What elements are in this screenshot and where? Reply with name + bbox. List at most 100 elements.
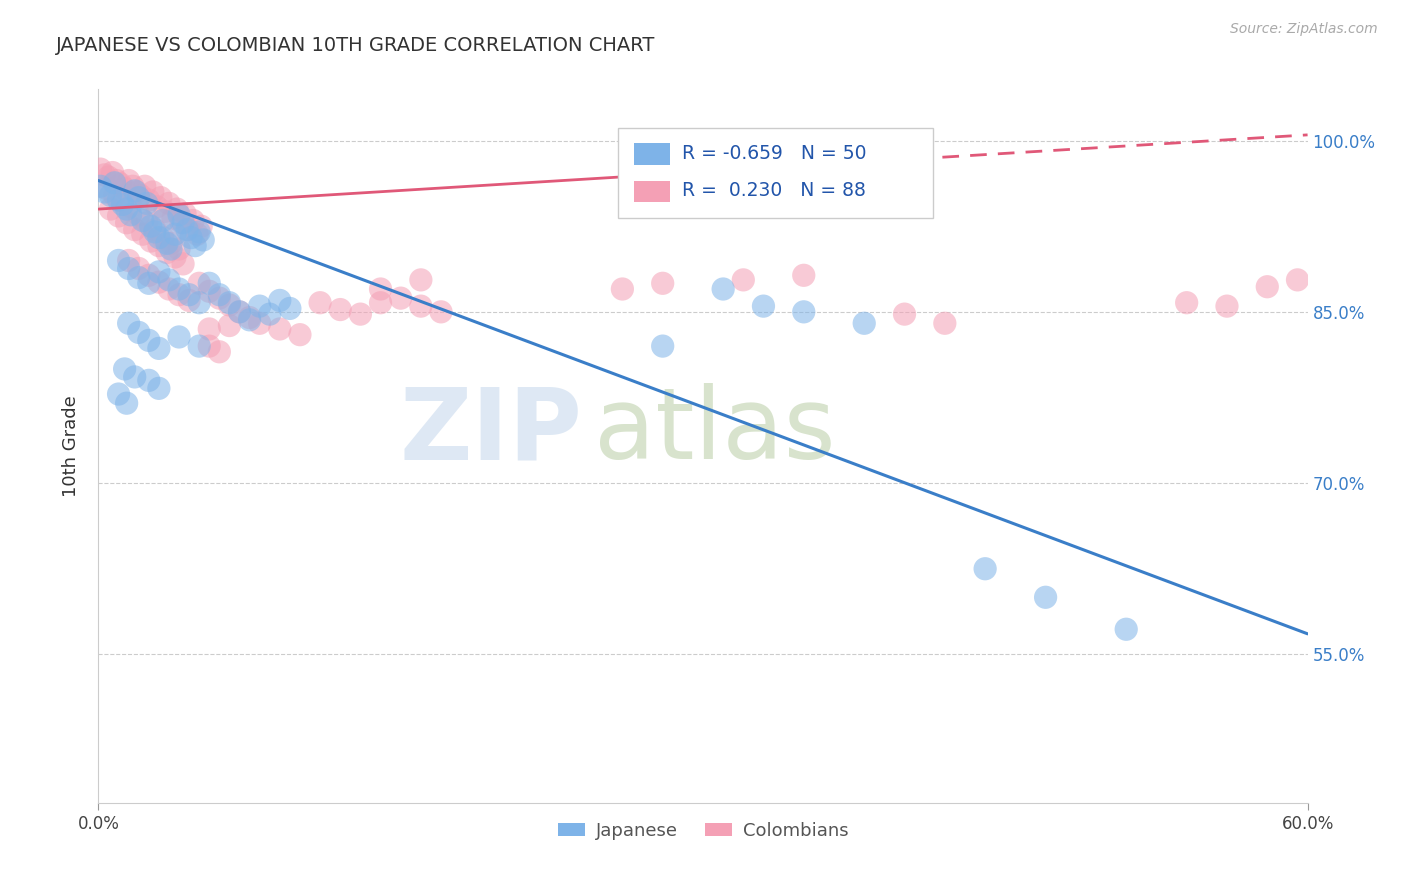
Point	[239, 313, 262, 327]
Point	[180, 230, 202, 244]
Point	[107, 209, 129, 223]
Point	[1175, 295, 1198, 310]
Point	[167, 282, 190, 296]
Point	[152, 230, 174, 244]
Point	[138, 373, 160, 387]
Point	[186, 227, 208, 242]
Point	[1256, 279, 1278, 293]
Point	[793, 268, 815, 283]
Point	[974, 562, 997, 576]
Point	[188, 277, 211, 291]
Point	[157, 196, 180, 211]
Point	[121, 179, 143, 194]
Point	[389, 291, 412, 305]
Point	[107, 387, 129, 401]
Point	[162, 211, 184, 226]
Bar	[634, 144, 671, 165]
Point	[228, 305, 250, 319]
Point	[179, 287, 201, 301]
Point	[146, 200, 169, 214]
Text: ZIP: ZIP	[399, 384, 582, 480]
Point	[156, 245, 179, 260]
Point	[160, 242, 183, 256]
Point	[218, 298, 240, 312]
Point	[124, 370, 146, 384]
Point	[228, 305, 250, 319]
Point	[793, 305, 815, 319]
Point	[148, 342, 170, 356]
Point	[97, 170, 120, 185]
Point	[138, 268, 160, 283]
Point	[118, 261, 141, 276]
Point	[111, 197, 134, 211]
Point	[124, 222, 146, 236]
Point	[193, 233, 215, 247]
Point	[278, 301, 301, 316]
Point	[184, 238, 207, 252]
Point	[118, 173, 141, 187]
Point	[157, 282, 180, 296]
Point	[110, 177, 132, 191]
Point	[612, 282, 634, 296]
Point	[132, 213, 155, 227]
Point	[115, 216, 138, 230]
Point	[370, 295, 392, 310]
Point	[134, 179, 156, 194]
Point	[148, 230, 170, 244]
Point	[167, 287, 190, 301]
Point	[181, 213, 204, 227]
Point	[148, 275, 170, 289]
Point	[167, 208, 190, 222]
Point	[163, 227, 186, 242]
Point	[1035, 591, 1057, 605]
Point	[188, 225, 211, 239]
Point	[132, 227, 155, 242]
Point	[103, 188, 125, 202]
Point	[208, 287, 231, 301]
Point	[89, 162, 111, 177]
Point	[107, 193, 129, 207]
Point	[853, 316, 876, 330]
Point	[172, 257, 194, 271]
Point	[138, 334, 160, 348]
Point	[167, 330, 190, 344]
Point	[128, 261, 150, 276]
Point	[114, 181, 136, 195]
Point	[733, 273, 755, 287]
Point	[128, 270, 150, 285]
Point	[135, 196, 157, 211]
Point	[239, 310, 262, 325]
Point	[329, 302, 352, 317]
Point	[139, 219, 162, 234]
Legend: Japanese, Colombians: Japanese, Colombians	[551, 815, 855, 847]
Point	[179, 293, 201, 308]
Point	[148, 381, 170, 395]
Point	[208, 344, 231, 359]
Point	[107, 253, 129, 268]
Point	[174, 207, 197, 221]
Point	[142, 185, 165, 199]
Point	[198, 277, 221, 291]
Point	[89, 179, 111, 194]
Point	[115, 202, 138, 216]
Text: R = -0.659   N = 50: R = -0.659 N = 50	[682, 144, 868, 163]
Point	[172, 216, 194, 230]
Point	[752, 299, 775, 313]
Point	[934, 316, 956, 330]
Point	[143, 225, 166, 239]
Point	[198, 322, 221, 336]
Point	[163, 250, 186, 264]
Point	[288, 327, 311, 342]
Point	[1216, 299, 1239, 313]
Point	[249, 316, 271, 330]
Point	[249, 299, 271, 313]
Point	[188, 339, 211, 353]
Point	[166, 202, 188, 216]
FancyBboxPatch shape	[619, 128, 932, 218]
Point	[893, 307, 915, 321]
Point	[148, 265, 170, 279]
Point	[430, 305, 453, 319]
Point	[218, 318, 240, 333]
Point	[118, 316, 141, 330]
Text: JAPANESE VS COLOMBIAN 10TH GRADE CORRELATION CHART: JAPANESE VS COLOMBIAN 10TH GRADE CORRELA…	[56, 36, 655, 54]
